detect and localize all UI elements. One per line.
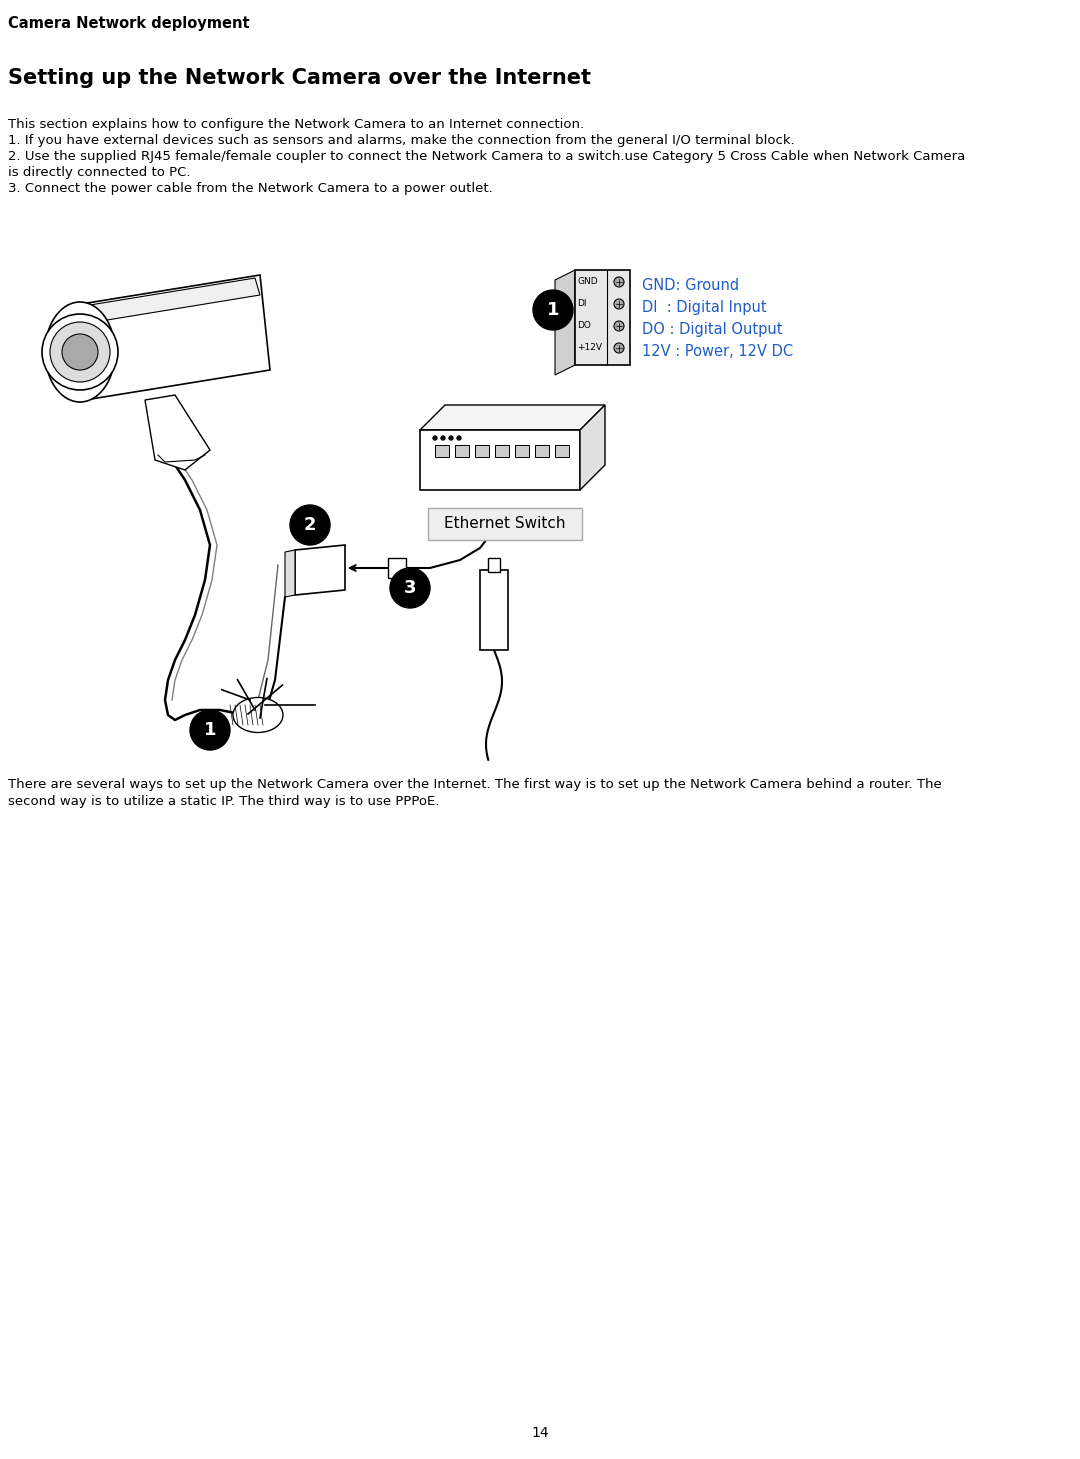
Bar — [435, 445, 449, 457]
Text: GND: GND — [577, 277, 597, 286]
Polygon shape — [295, 546, 345, 595]
Text: Camera Network deployment: Camera Network deployment — [8, 16, 249, 31]
Polygon shape — [90, 279, 260, 322]
Polygon shape — [420, 406, 605, 430]
FancyBboxPatch shape — [428, 508, 582, 540]
Circle shape — [457, 436, 461, 441]
Bar — [555, 445, 569, 457]
Circle shape — [42, 314, 118, 390]
Polygon shape — [75, 274, 270, 400]
Text: DO: DO — [577, 321, 591, 331]
Circle shape — [615, 343, 624, 353]
Polygon shape — [145, 395, 210, 470]
Text: 2. Use the supplied RJ45 female/female coupler to connect the Network Camera to : 2. Use the supplied RJ45 female/female c… — [8, 150, 966, 163]
Bar — [475, 445, 489, 457]
Text: DO : Digital Output: DO : Digital Output — [642, 322, 783, 337]
Text: is directly connected to PC.: is directly connected to PC. — [8, 166, 190, 179]
Text: There are several ways to set up the Network Camera over the Internet. The first: There are several ways to set up the Net… — [8, 778, 942, 791]
Bar — [535, 445, 549, 457]
Text: GND: Ground: GND: Ground — [642, 279, 739, 293]
Circle shape — [190, 711, 230, 750]
Text: 3: 3 — [404, 579, 416, 597]
Circle shape — [390, 568, 430, 608]
Circle shape — [534, 290, 573, 330]
Ellipse shape — [45, 302, 114, 403]
Text: 1: 1 — [546, 301, 559, 320]
Circle shape — [615, 277, 624, 287]
Polygon shape — [285, 550, 295, 597]
Circle shape — [449, 436, 453, 441]
Polygon shape — [580, 406, 605, 490]
Text: DI: DI — [577, 299, 586, 308]
Ellipse shape — [233, 697, 283, 732]
Polygon shape — [555, 270, 575, 375]
Text: 3. Connect the power cable from the Network Camera to a power outlet.: 3. Connect the power cable from the Netw… — [8, 182, 492, 196]
Bar — [575, 270, 630, 365]
Text: Setting up the Network Camera over the Internet: Setting up the Network Camera over the I… — [8, 69, 591, 88]
Bar — [388, 557, 406, 578]
Text: second way is to utilize a static IP. The third way is to use PPPoE.: second way is to utilize a static IP. Th… — [8, 795, 440, 808]
Text: 14: 14 — [531, 1425, 549, 1440]
Circle shape — [62, 334, 98, 371]
Circle shape — [50, 322, 110, 382]
Polygon shape — [420, 430, 580, 490]
Circle shape — [291, 505, 330, 546]
Text: 2: 2 — [303, 516, 316, 534]
Text: This section explains how to configure the Network Camera to an Internet connect: This section explains how to configure t… — [8, 118, 584, 131]
Circle shape — [433, 436, 437, 441]
Text: Ethernet Switch: Ethernet Switch — [444, 516, 566, 531]
Text: 1. If you have external devices such as sensors and alarms, make the connection : 1. If you have external devices such as … — [8, 134, 795, 147]
Text: +12V: +12V — [577, 343, 602, 353]
Circle shape — [615, 321, 624, 331]
Bar — [480, 570, 508, 651]
Text: DI  : Digital Input: DI : Digital Input — [642, 301, 767, 315]
Circle shape — [441, 436, 445, 441]
Circle shape — [615, 299, 624, 309]
Bar — [455, 445, 469, 457]
Bar — [495, 445, 509, 457]
Bar — [488, 557, 500, 572]
Text: 1: 1 — [204, 721, 216, 740]
Text: 12V : Power, 12V DC: 12V : Power, 12V DC — [642, 344, 793, 359]
Bar — [515, 445, 529, 457]
